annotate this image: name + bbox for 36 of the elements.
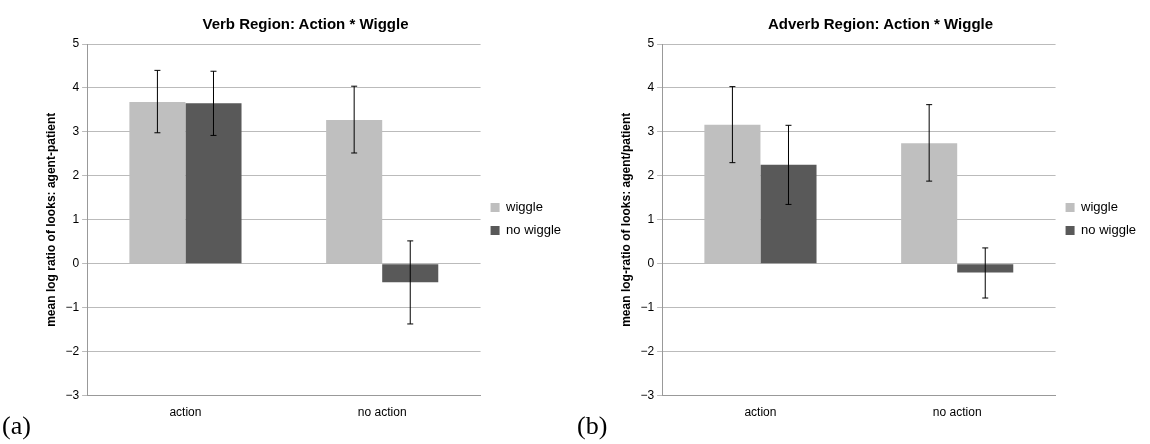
y-tick-label: 0 — [72, 256, 80, 271]
y-tick-label: 5 — [647, 36, 655, 51]
y-tick-label: 4 — [72, 80, 80, 95]
y-tick-label: 0 — [647, 256, 655, 271]
x-tick-label: action — [744, 405, 777, 420]
text: (a) — [2, 410, 31, 440]
x-tick-label: no action — [357, 405, 407, 420]
y-tick-label: −3 — [640, 387, 655, 402]
legend-label: no wiggle — [506, 222, 562, 238]
y-tick-label: 1 — [647, 212, 655, 227]
y-tick-label: 2 — [72, 168, 80, 183]
y-tick-label: −2 — [640, 343, 655, 358]
bar — [382, 264, 439, 283]
y-axis-title: mean log-ratio of looks: agent/patient — [618, 112, 633, 327]
x-tick-label: no action — [932, 405, 982, 420]
y-tick-label: 3 — [72, 124, 80, 139]
chart-title: Verb Region: Action * Wiggle — [202, 15, 409, 33]
y-tick-label: −1 — [65, 300, 80, 315]
bar — [185, 103, 242, 264]
y-tick-label: 5 — [72, 36, 80, 51]
y-tick-label: 3 — [647, 124, 655, 139]
chart-title: Adverb Region: Action * Wiggle — [767, 15, 994, 33]
bar — [957, 264, 1014, 273]
legend-label: no wiggle — [1081, 222, 1137, 238]
y-tick-label: −3 — [65, 387, 80, 402]
y-tick-label: 4 — [647, 80, 655, 95]
y-tick-label: 2 — [647, 168, 655, 183]
legend-label: wiggle — [505, 199, 543, 215]
legend-label: wiggle — [1080, 199, 1118, 215]
y-axis-title: mean log ratio of looks: agent-patient — [43, 112, 58, 327]
y-tick-label: 1 — [72, 212, 80, 227]
bar — [760, 164, 817, 264]
text: (b) — [577, 410, 608, 440]
y-tick-label: −2 — [65, 343, 80, 358]
x-tick-label: action — [169, 405, 202, 420]
y-tick-label: −1 — [640, 300, 655, 315]
